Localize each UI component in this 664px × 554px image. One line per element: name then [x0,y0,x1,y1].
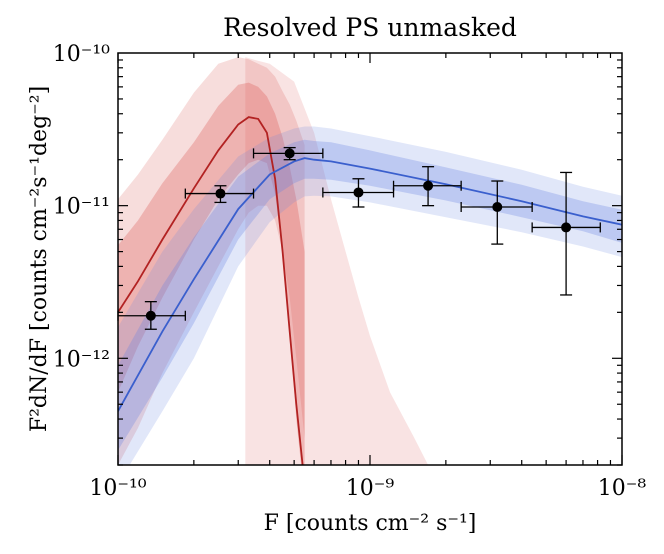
data-point-1 [117,301,186,330]
y-axis-label: F²dN/dF [counts cm⁻²s⁻¹deg⁻²] [27,86,52,432]
x-tick-label: 10⁻⁸ [598,476,647,501]
data-points [117,146,601,330]
x-tick-label: 10⁻¹⁰ [89,476,146,501]
red-band-2sigma [118,57,305,465]
data-marker [423,180,434,191]
x-tick-label: 10⁻⁹ [346,476,395,501]
x-axis-label: F [counts cm⁻² s⁻¹] [264,511,477,536]
data-marker [284,148,295,159]
data-point-2 [184,185,255,204]
data-marker [353,187,364,198]
y-tick-label: 10⁻¹² [53,347,110,372]
chart-title: Resolved PS unmasked [223,13,517,42]
data-marker [215,188,226,199]
median-lines [118,116,622,465]
data-point-5 [392,166,462,207]
data-marker [492,201,503,212]
blue-band-1sigma [118,139,622,451]
red-median-line [118,116,304,465]
blue-median-line [118,157,622,412]
data-point-3 [252,146,324,161]
y-tick-label: 10⁻¹⁰ [53,42,110,67]
tick-labels: 10⁻¹⁰ 10⁻⁹ 10⁻⁸ 10⁻¹² 10⁻¹¹ 10⁻¹⁰ [53,42,647,501]
data-point-4 [322,178,395,208]
red-band-1sigma [118,82,305,465]
data-point-6 [460,180,533,245]
data-marker [561,222,572,233]
data-point-7 [531,171,601,296]
y-tick-label: 10⁻¹¹ [53,195,110,220]
data-marker [145,310,156,321]
axis-ticks [117,53,623,466]
